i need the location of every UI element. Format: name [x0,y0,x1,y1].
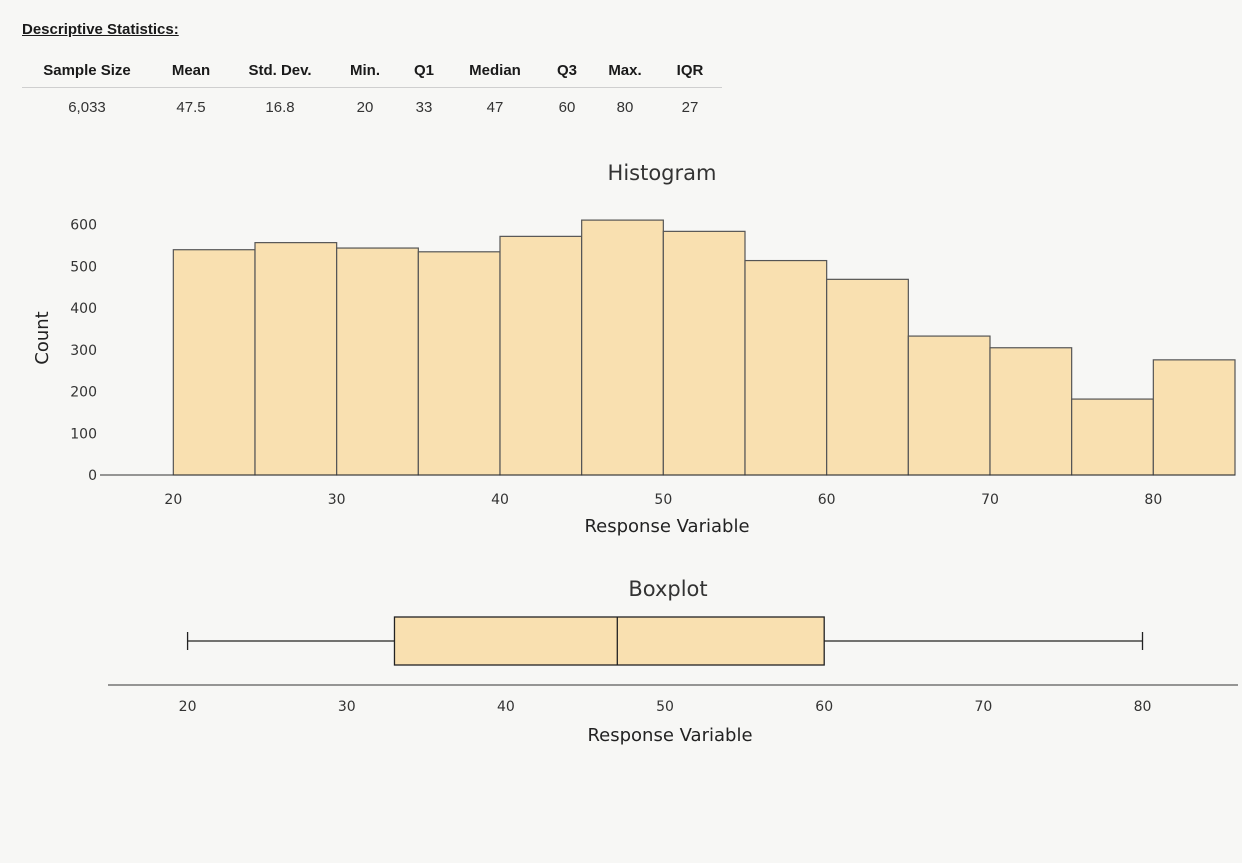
boxplot-x-ticks: 20 30 40 50 60 70 80 [108,685,1238,715]
boxplot-x-tick-label: 20 [179,699,197,715]
histogram-y-tick-label: 100 [70,426,97,442]
histogram-bar [337,248,419,475]
boxplot-marks [188,617,1143,665]
histogram-bar [173,250,255,475]
histogram-bar [582,220,664,475]
histogram-x-tick-label: 60 [818,492,836,508]
histogram-bar [1153,360,1235,475]
histogram-x-tick-label: 40 [491,492,509,508]
boxplot-x-tick-label: 80 [1134,699,1152,715]
histogram-x-tick-label: 50 [654,492,672,508]
histogram-bar [990,348,1072,475]
histogram-y-tick-label: 300 [70,343,97,359]
histogram-y-axis-title: Count [32,311,53,364]
histogram-y-ticks: 0 100 200 300 400 500 600 [70,218,116,484]
boxplot-x-tick-label: 40 [497,699,515,715]
boxplot-title: Boxplot [628,577,707,601]
boxplot-x-tick-label: 60 [815,699,833,715]
histogram-bar [827,279,909,475]
histogram-y-tick-label: 200 [70,385,97,401]
histogram-bar [745,261,827,475]
histogram-y-tick-label: 600 [70,218,97,234]
histogram-x-tick-label: 30 [328,492,346,508]
histogram-y-tick-label: 0 [88,468,97,484]
boxplot-box [394,617,824,665]
histogram-y-tick-label: 500 [70,259,97,275]
histogram-x-tick-label: 80 [1144,492,1162,508]
boxplot-x-tick-label: 30 [338,699,356,715]
histogram-bars [173,220,1235,475]
histogram-title: Histogram [608,161,717,185]
boxplot-x-tick-label: 50 [656,699,674,715]
histogram-x-tick-label: 70 [981,492,999,508]
histogram-bar [418,252,500,475]
histogram-bar [255,243,337,475]
histogram-bar [663,231,745,475]
histogram-x-ticks: 20 30 40 50 60 70 80 [108,475,1235,508]
histogram-x-tick-label: 20 [164,492,182,508]
boxplot-chart: Boxplot 20 30 40 50 60 70 80 Response Variable [0,540,1242,863]
histogram-bar [500,236,582,475]
boxplot-x-tick-label: 70 [974,699,992,715]
histogram-chart: Histogram 0 100 200 300 400 500 600 20 30 40 50 60… [0,0,1242,540]
histogram-x-axis-title: Response Variable [584,516,749,537]
histogram-bar [908,336,990,475]
histogram-y-tick-label: 400 [70,301,97,317]
histogram-bar [1072,399,1154,475]
boxplot-x-axis-title: Response Variable [587,725,752,746]
